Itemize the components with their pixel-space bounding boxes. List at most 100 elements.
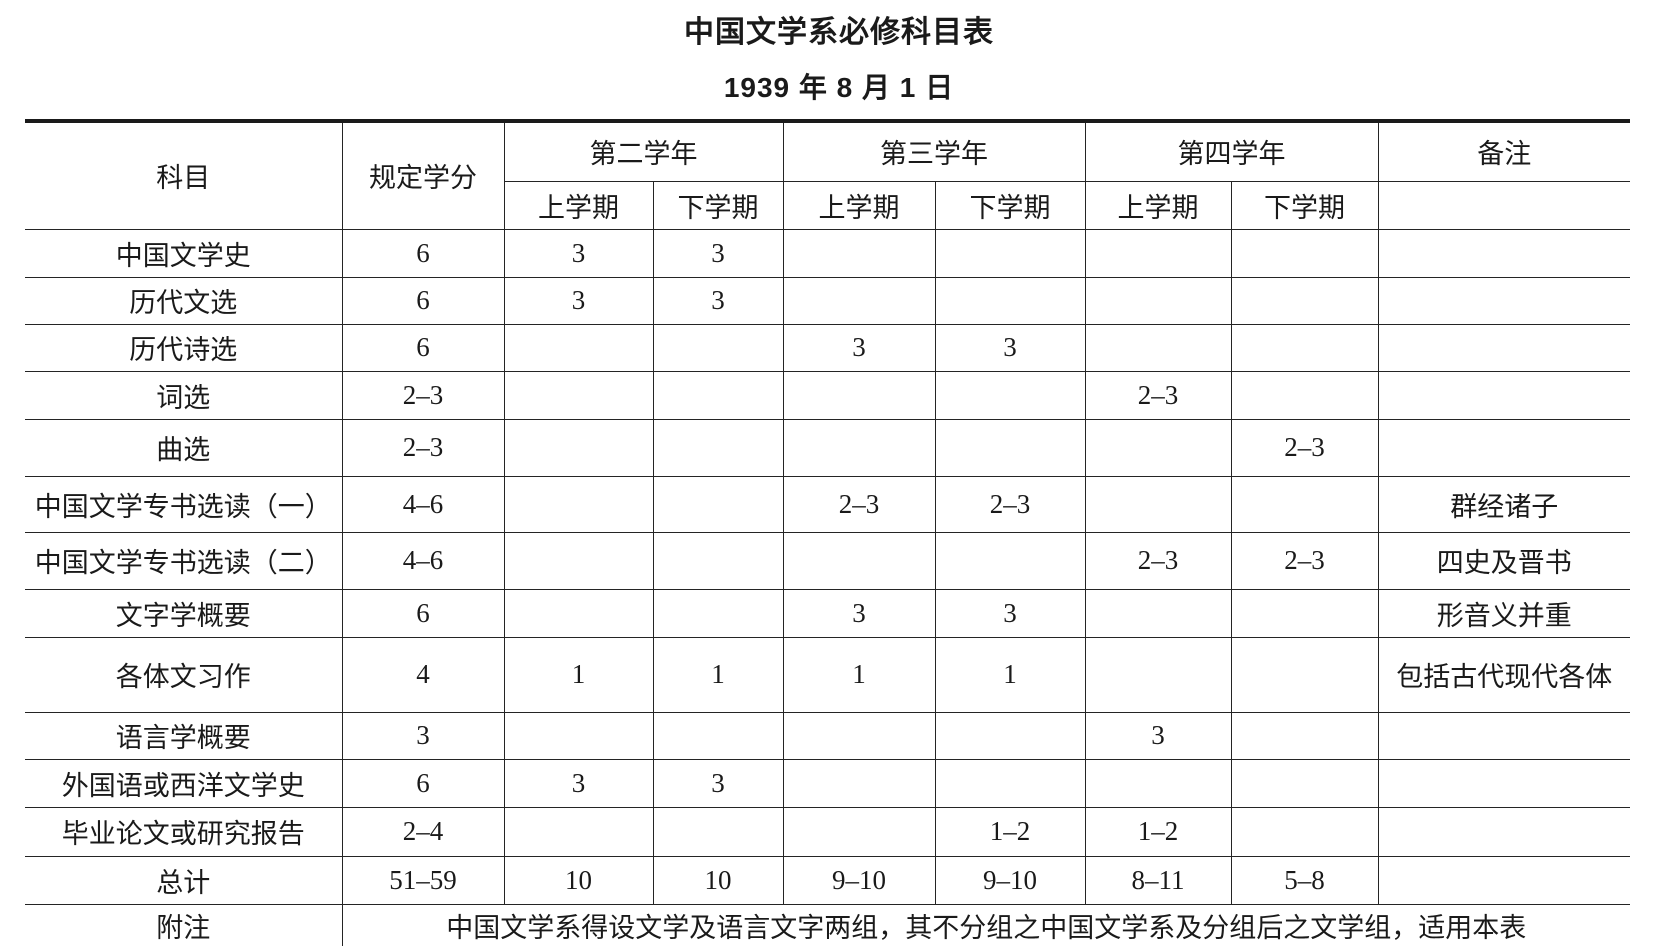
course-table: 科目 规定学分 第二学年 第三学年 第四学年 备注 上学期 下学期 上学期 下学… [25,119,1630,946]
cell-y3a [782,228,936,278]
cell-credits: 4 [341,636,505,713]
header-credits: 规定学分 [341,120,505,230]
cell-y3b [934,276,1086,325]
cell-y3a [782,711,936,760]
cell-remark [1377,323,1630,372]
cell-remark [1377,418,1630,477]
cell-y2b: 1 [652,636,784,713]
cell-y2b [652,475,784,533]
table-row: 中国文学专书选读（一） 4–6 2–3 2–3 群经诸子 [25,475,1630,533]
table-row: 词选 2–3 2–3 [25,370,1630,420]
cell-y4b [1230,758,1379,808]
table-row: 毕业论文或研究报告 2–4 1–2 1–2 [25,806,1630,857]
cell-subject: 中国文学专书选读（二） [25,531,343,590]
cell-credits: 2–3 [341,418,505,477]
cell-y3a: 1 [782,636,936,713]
note-label: 附注 [25,903,343,946]
cell-credits: 6 [341,758,505,808]
cell-y2b [652,711,784,760]
cell-y2a [503,806,654,857]
cell-y4a: 2–3 [1084,531,1232,590]
cell-credits: 6 [341,323,505,372]
cell-y3a: 2–3 [782,475,936,533]
table-row: 语言学概要 3 3 [25,711,1630,760]
cell-y4a [1084,758,1232,808]
cell-y4a: 8–11 [1084,855,1232,905]
cell-y2b [652,588,784,638]
cell-subject: 历代文选 [25,276,343,325]
cell-y4b [1230,228,1379,278]
cell-credits: 2–3 [341,370,505,420]
header-y2-sem1: 上学期 [504,180,654,230]
cell-y2a [503,418,654,477]
cell-y3b [934,531,1086,590]
cell-y3a: 9–10 [782,855,936,905]
table-row: 文字学概要 6 3 3 形音义并重 [25,588,1630,638]
cell-y4a: 1–2 [1084,806,1232,857]
cell-y4b [1230,636,1379,713]
cell-y4b [1230,475,1379,533]
header-year3: 第三学年 [782,120,1086,182]
cell-subject: 总计 [25,855,343,905]
cell-remark: 形音义并重 [1377,588,1630,638]
table-row: 中国文学史 6 3 3 [25,228,1630,278]
header-year4: 第四学年 [1084,120,1379,182]
cell-y4a [1084,475,1232,533]
page-title: 中国文学系必修科目表 [684,16,994,49]
cell-y2a: 3 [503,228,654,278]
cell-remark: 群经诸子 [1377,475,1630,533]
cell-subject: 各体文习作 [25,636,343,713]
cell-remark [1377,370,1630,420]
cell-y4a: 2–3 [1084,370,1232,420]
cell-y3a [782,531,936,590]
note-text: 中国文学系得设文学及语言文字两组，其不分组之中国文学系及分组后之文学组，适用本表 [341,903,1630,946]
cell-y3b [934,711,1086,760]
header-y2-sem2: 下学期 [652,180,784,230]
cell-remark [1377,855,1630,905]
cell-y2a: 1 [503,636,654,713]
cell-remark: 四史及晋书 [1377,531,1630,590]
cell-y2a: 3 [503,276,654,325]
cell-y4a [1084,588,1232,638]
cell-credits: 6 [341,228,505,278]
cell-y2a [503,323,654,372]
total-row: 总计 51–59 10 10 9–10 9–10 8–11 5–8 [25,855,1630,905]
cell-y2b [652,323,784,372]
cell-remark: 包括古代现代各体 [1377,636,1630,713]
header-y3-sem1: 上学期 [782,180,936,230]
cell-y2b [652,806,784,857]
cell-credits: 51–59 [341,855,505,905]
cell-credits: 6 [341,588,505,638]
cell-y3a: 3 [782,323,936,372]
cell-y3b [934,370,1086,420]
cell-credits: 4–6 [341,475,505,533]
cell-y4b [1230,806,1379,857]
cell-y2a [503,475,654,533]
cell-y4b [1230,370,1379,420]
cell-subject: 外国语或西洋文学史 [25,758,343,808]
cell-subject: 中国文学史 [25,228,343,278]
note-row: 附注 中国文学系得设文学及语言文字两组，其不分组之中国文学系及分组后之文学组，适… [25,903,1630,946]
cell-credits: 6 [341,276,505,325]
cell-subject: 历代诗选 [25,323,343,372]
cell-y2b [652,418,784,477]
cell-credits: 4–6 [341,531,505,590]
cell-y3a [782,370,936,420]
cell-y4a [1084,228,1232,278]
cell-y2a [503,531,654,590]
header-row-semesters: 上学期 下学期 上学期 下学期 上学期 下学期 [25,180,1630,230]
table-row: 历代诗选 6 3 3 [25,323,1630,372]
cell-y3b: 9–10 [934,855,1086,905]
cell-y3b [934,758,1086,808]
cell-y3b: 1 [934,636,1086,713]
cell-y3a: 3 [782,588,936,638]
header-subject: 科目 [25,120,343,230]
cell-y2b: 3 [652,228,784,278]
cell-subject: 毕业论文或研究报告 [25,806,343,857]
cell-subject: 语言学概要 [25,711,343,760]
header-y4-sem2: 下学期 [1230,180,1379,230]
cell-y4a [1084,418,1232,477]
table-row: 中国文学专书选读（二） 4–6 2–3 2–3 四史及晋书 [25,531,1630,590]
cell-y2b [652,531,784,590]
